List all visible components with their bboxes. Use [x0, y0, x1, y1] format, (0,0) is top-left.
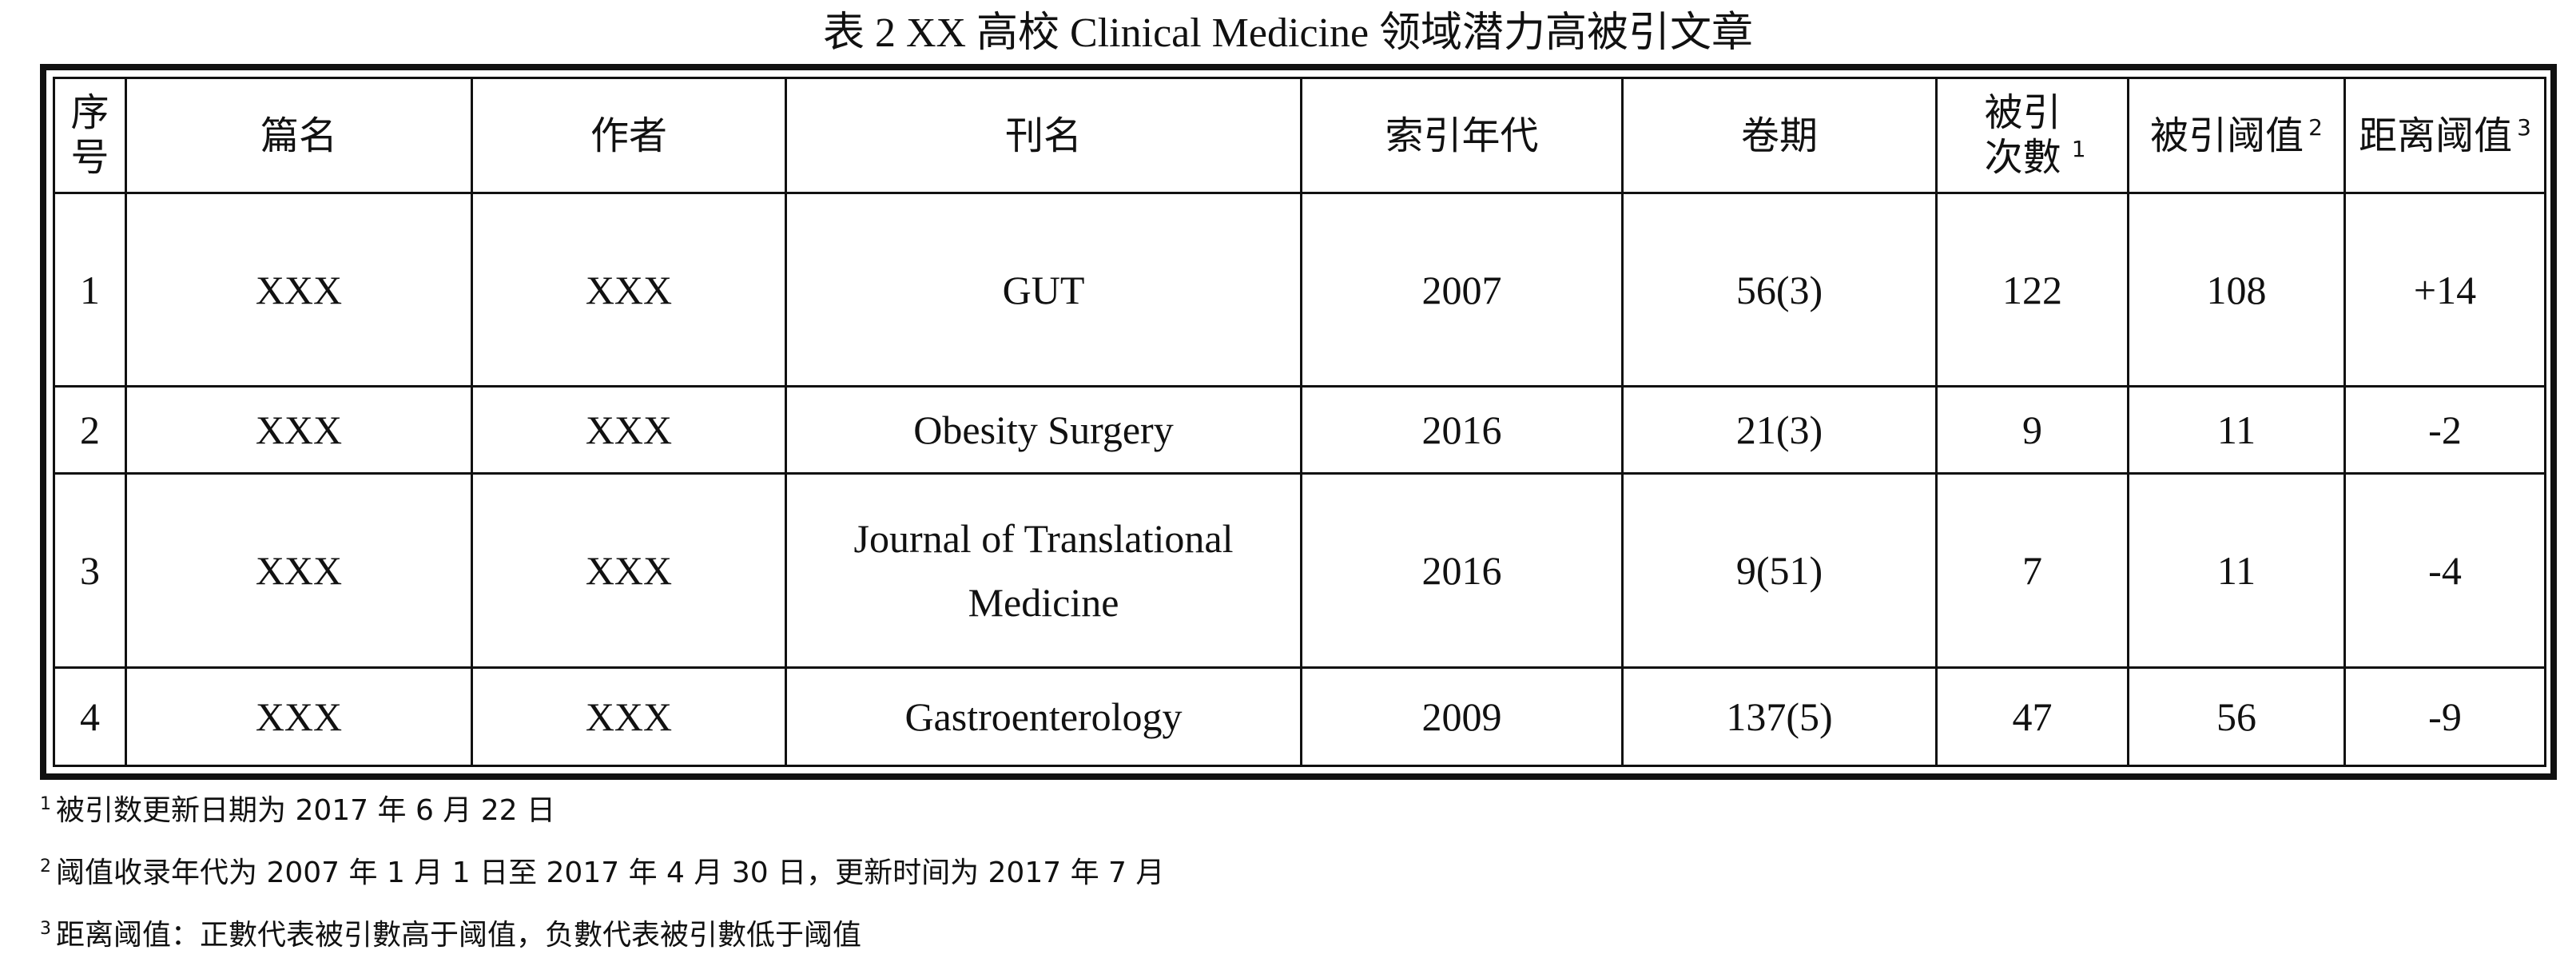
header-cell-threshold-distance: 距离阈值 3	[2343, 77, 2546, 194]
cell-threshold-distance: -4	[2343, 472, 2546, 669]
header-cell-title: 篇名	[125, 77, 473, 194]
footnote-2: 2 阈值收录年代为 2007 年 1 月 1 日至 2017 年 4 月 30 日…	[40, 857, 1165, 889]
cell-author: XXX	[471, 666, 787, 768]
cell-title: XXX	[125, 472, 473, 669]
cell-volume-issue: 56(3)	[1621, 191, 1938, 388]
header-cell-volume-issue: 卷期	[1621, 77, 1938, 194]
cell-citation-threshold: 11	[2127, 385, 2346, 475]
cell-index: 1	[53, 191, 127, 388]
cell-journal: Obesity Surgery	[785, 385, 1302, 475]
table-row: 4 XXX XXX Gastroenterology 2009 137(5) 4…	[53, 666, 2546, 768]
citation-table: 序号 篇名 作者 刊名 索引年代 卷期 被引次數 1 被引阈值 2 距离阈值 3 1 …	[53, 77, 2546, 768]
cell-index: 4	[53, 666, 127, 768]
header-cell-author: 作者	[471, 77, 787, 194]
cell-citations: 7	[1935, 472, 2129, 669]
citation-table-frame: 序号 篇名 作者 刊名 索引年代 卷期 被引次數 1 被引阈值 2 距离阈值 3 1 …	[40, 64, 2557, 780]
cell-volume-issue: 21(3)	[1621, 385, 1938, 475]
cell-index-year: 2016	[1300, 385, 1624, 475]
cell-citation-threshold: 56	[2127, 666, 2346, 768]
cell-citations: 9	[1935, 385, 2129, 475]
cell-journal: GUT	[785, 191, 1302, 388]
cell-index-year: 2007	[1300, 191, 1624, 388]
footnote-3: 3 距离阈值：正數代表被引數高于阈值，负數代表被引數低于阈值	[40, 919, 862, 952]
cell-citations: 122	[1935, 191, 2129, 388]
cell-author: XXX	[471, 191, 787, 388]
table-caption: 表 2 XX 高校 Clinical Medicine 领域潜力高被引文章	[822, 10, 1754, 56]
cell-threshold-distance: -9	[2343, 666, 2546, 768]
cell-volume-issue: 9(51)	[1621, 472, 1938, 669]
header-cell-index: 序号	[53, 77, 127, 194]
cell-citation-threshold: 108	[2127, 191, 2346, 388]
table-row: 1 XXX XXX GUT 2007 56(3) 122 108 +14	[53, 191, 2546, 388]
header-cell-index-year: 索引年代	[1300, 77, 1624, 194]
footnote-1: 1 被引数更新日期为 2017 年 6 月 22 日	[40, 794, 555, 827]
cell-author: XXX	[471, 472, 787, 669]
cell-citation-threshold: 11	[2127, 472, 2346, 669]
cell-threshold-distance: +14	[2343, 191, 2546, 388]
cell-title: XXX	[125, 385, 473, 475]
cell-journal: Gastroenterology	[785, 666, 1302, 768]
table-header-row: 序号 篇名 作者 刊名 索引年代 卷期 被引次數 1 被引阈值 2 距离阈值 3	[53, 77, 2546, 194]
cell-volume-issue: 137(5)	[1621, 666, 1938, 768]
table-row: 3 XXX XXX Journal of Translational Medic…	[53, 472, 2546, 669]
cell-index-year: 2009	[1300, 666, 1624, 768]
cell-title: XXX	[125, 191, 473, 388]
cell-index-year: 2016	[1300, 472, 1624, 669]
header-cell-citations: 被引次數 1	[1935, 77, 2129, 194]
header-cell-journal: 刊名	[785, 77, 1302, 194]
cell-citations: 47	[1935, 666, 2129, 768]
cell-index: 3	[53, 472, 127, 669]
cell-index: 2	[53, 385, 127, 475]
table-row: 2 XXX XXX Obesity Surgery 2016 21(3) 9 1…	[53, 385, 2546, 475]
cell-threshold-distance: -2	[2343, 385, 2546, 475]
cell-title: XXX	[125, 666, 473, 768]
cell-journal: Journal of Translational Medicine	[785, 472, 1302, 669]
cell-author: XXX	[471, 385, 787, 475]
header-cell-citation-threshold: 被引阈值 2	[2127, 77, 2346, 194]
